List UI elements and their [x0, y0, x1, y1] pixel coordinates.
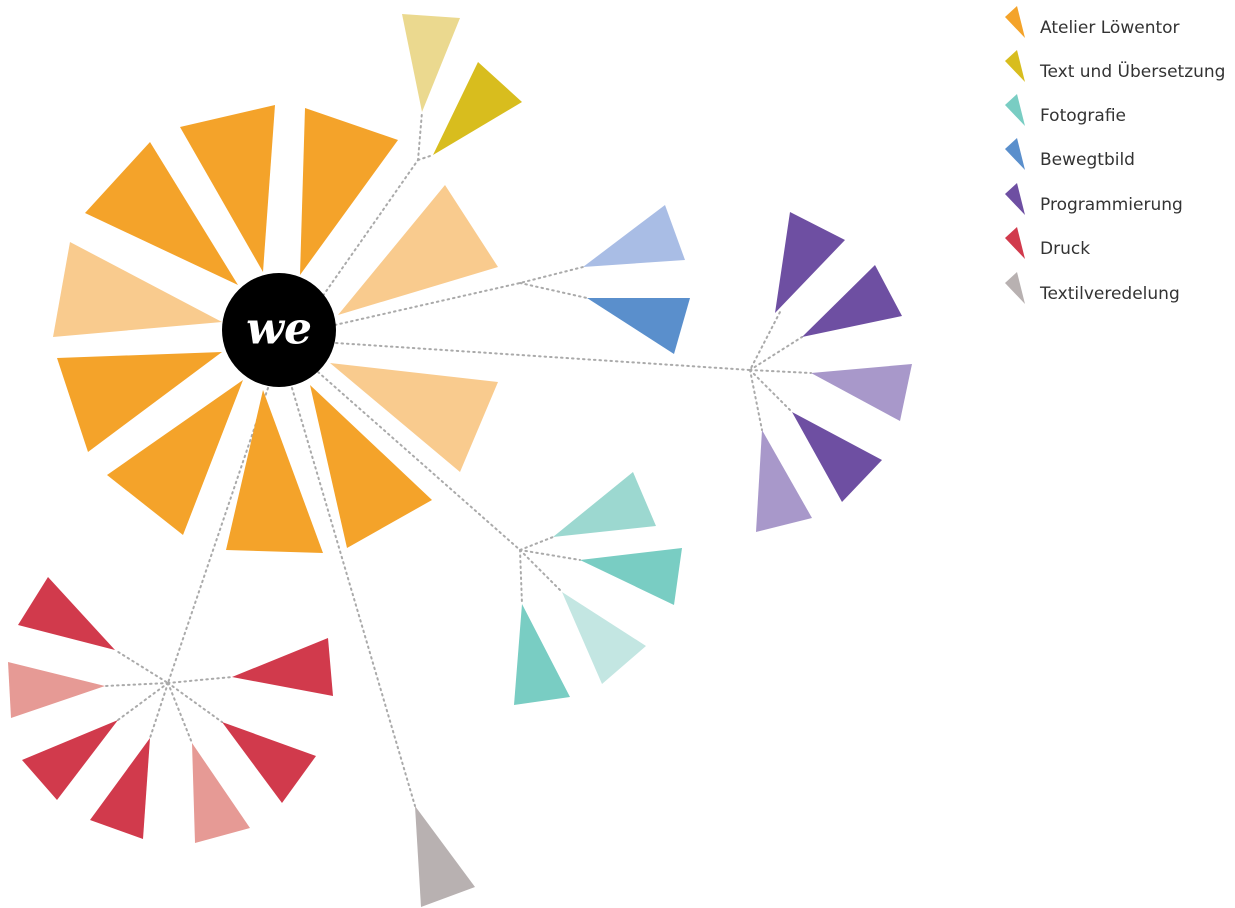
logo-text: we	[246, 304, 312, 355]
legend-icon	[1005, 94, 1025, 126]
legend-icon	[1005, 6, 1025, 38]
legend-label: Textilveredelung	[1039, 284, 1180, 304]
legend-icon	[1005, 50, 1025, 82]
legend-label: Fotografie	[1040, 106, 1126, 126]
petals	[8, 14, 912, 907]
legend-label: Text und Übersetzung	[1039, 60, 1225, 82]
legend-label: Bewegtbild	[1040, 150, 1135, 170]
diagram: we Atelier Löwentor Text und Übersetzung…	[0, 0, 1235, 908]
legend-label: Druck	[1040, 239, 1090, 259]
legend-label: Atelier Löwentor	[1040, 18, 1180, 38]
legend-icon	[1005, 138, 1025, 170]
legend-icon	[1005, 227, 1025, 259]
legend: Atelier Löwentor Text und Übersetzung Fo…	[1005, 6, 1225, 304]
legend-icon	[1005, 183, 1025, 215]
legend-icon	[1005, 272, 1025, 304]
legend-label: Programmierung	[1040, 195, 1183, 215]
